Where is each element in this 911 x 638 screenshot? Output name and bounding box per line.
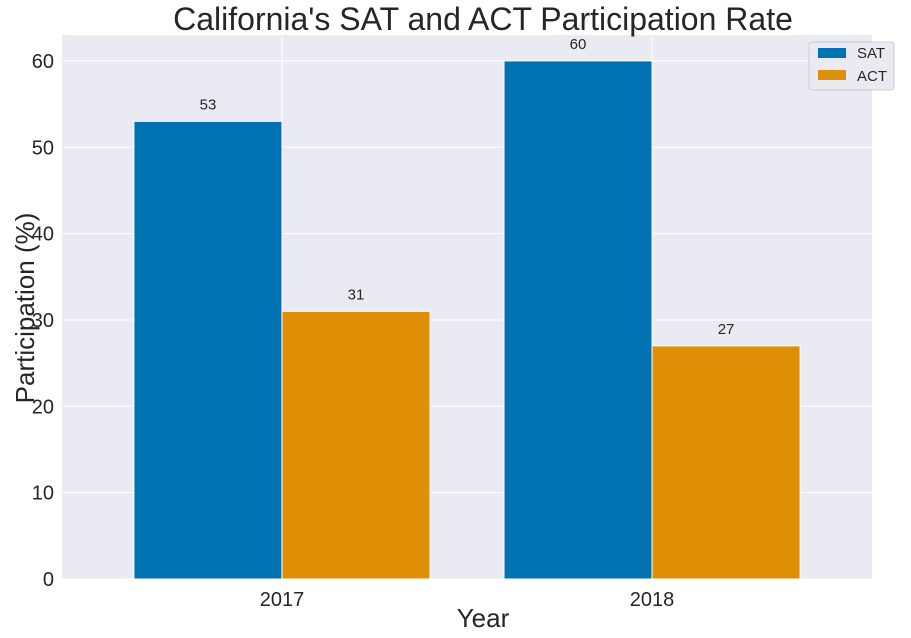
y-axis-label: Participation (%) [10, 213, 40, 404]
y-axis-ticks: 0 10 20 30 40 50 60 [32, 51, 54, 591]
bar-sat-2018 [503, 60, 653, 580]
y-tick-label: 10 [32, 483, 54, 505]
bar-act-2017 [281, 310, 431, 580]
y-tick-label: 40 [32, 224, 54, 246]
chart-title: California's SAT and ACT Participation R… [173, 1, 793, 37]
legend: SAT ACT [808, 41, 895, 91]
y-tick-label: 30 [32, 310, 54, 332]
legend-label-act: ACT [857, 68, 887, 85]
data-label: 27 [718, 321, 735, 338]
bars [133, 60, 801, 580]
legend-swatch-act [818, 70, 846, 80]
y-tick-label: 20 [32, 396, 54, 418]
y-tick-label: 50 [32, 137, 54, 159]
legend-label-sat: SAT [857, 45, 885, 62]
y-tick-label: 60 [32, 51, 54, 73]
x-tick-label: 2018 [630, 589, 675, 611]
bar-sat-2017 [133, 120, 283, 580]
y-tick-label: 0 [43, 569, 54, 591]
bar-act-2018 [651, 345, 801, 580]
data-labels: 53 60 31 27 [200, 36, 735, 338]
x-tick-label: 2017 [260, 589, 305, 611]
data-label: 31 [348, 286, 365, 303]
x-axis-label: Year [457, 603, 510, 633]
legend-swatch-sat [818, 48, 846, 58]
data-label: 60 [570, 36, 587, 53]
x-axis-ticks: 2017 2018 [260, 589, 675, 611]
data-label: 53 [200, 96, 217, 113]
